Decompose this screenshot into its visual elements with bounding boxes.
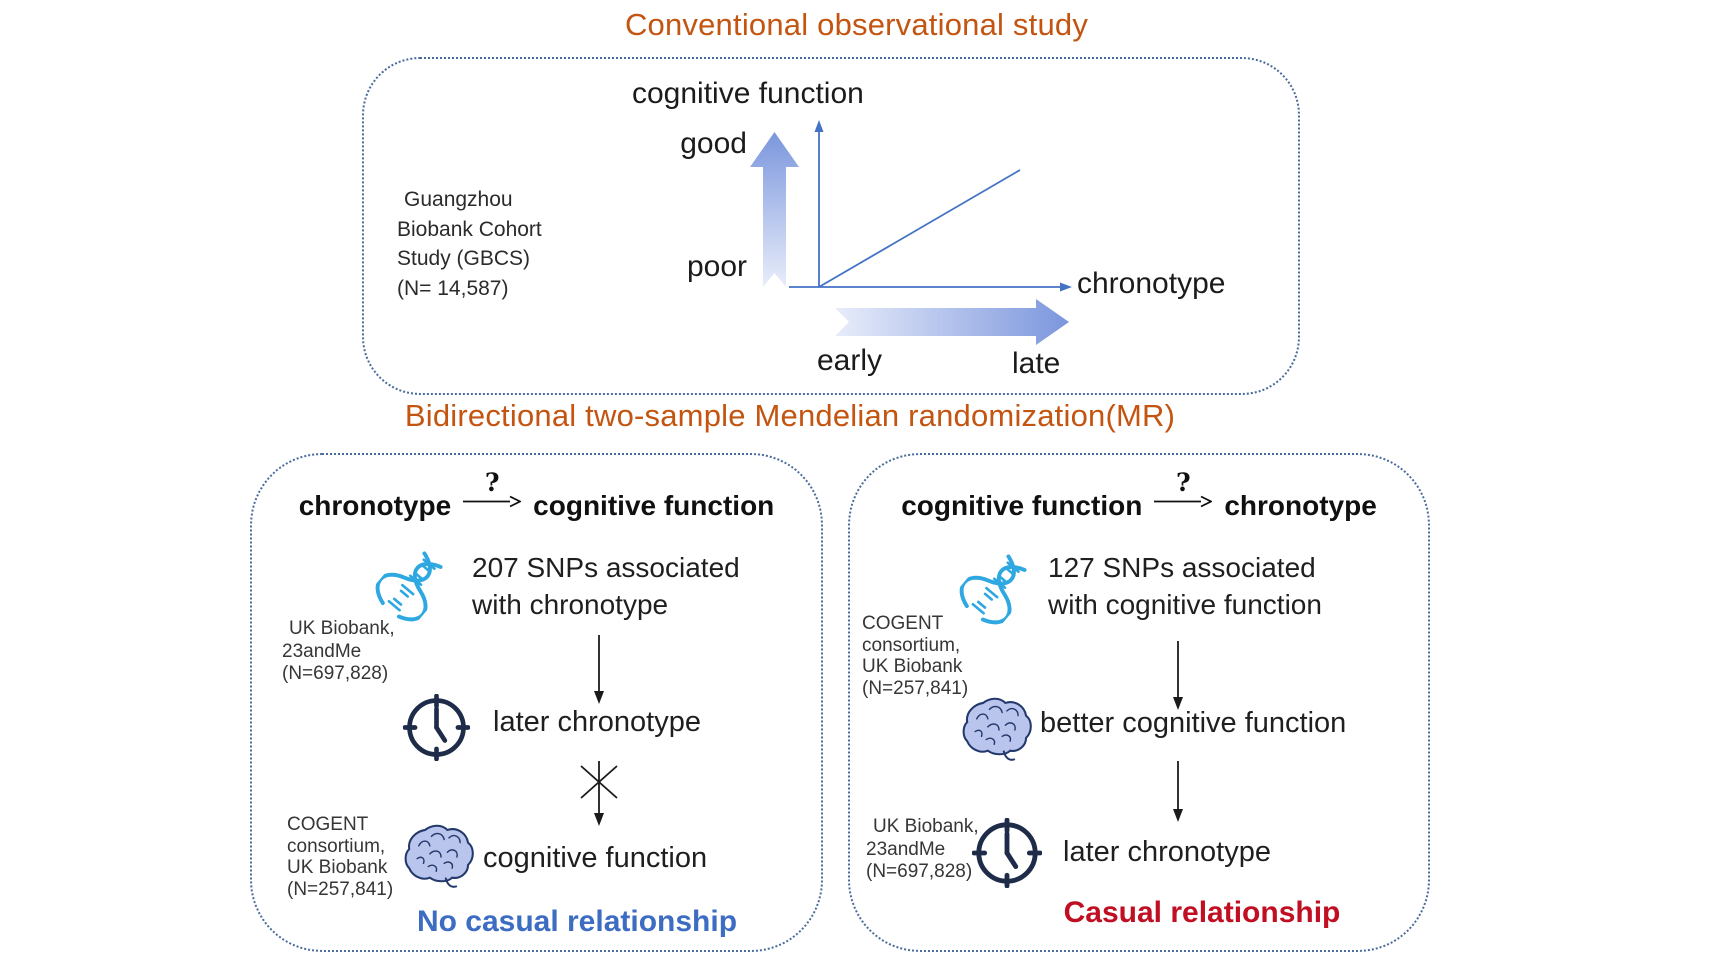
instrument-line2: with cognitive function bbox=[1048, 589, 1322, 620]
source-line: COGENT bbox=[287, 814, 369, 835]
mediator-label: better cognitive function bbox=[1040, 707, 1347, 739]
source-line: UK Biobank bbox=[862, 656, 963, 677]
mediator-label: later chronotype bbox=[493, 706, 701, 738]
outcome-label: cognitive function bbox=[533, 489, 775, 521]
cohort-line: Study (GBCS) bbox=[397, 247, 531, 270]
question-arrow-icon: ? bbox=[463, 468, 522, 508]
exposure-label: cognitive function bbox=[901, 489, 1143, 521]
source-line: UK Biobank bbox=[287, 857, 388, 878]
instrument-line1: 207 SNPs associated bbox=[472, 552, 740, 583]
x-axis-title: chronotype bbox=[1077, 267, 1226, 300]
instrument-text: 207 SNPs associated with chronotype bbox=[472, 549, 740, 623]
y-low-label: poor bbox=[686, 250, 747, 283]
brain-icon bbox=[959, 695, 1039, 765]
cohort-description: Guangzhou Biobank Cohort Study (GBCS) (N… bbox=[397, 185, 542, 303]
outcome-source: COGENT consortium, UK Biobank (N=257,841… bbox=[287, 814, 393, 900]
source-line: UK Biobank, bbox=[289, 618, 395, 639]
instrument-text: 127 SNPs associated with cognitive funct… bbox=[1048, 549, 1322, 623]
brain-icon bbox=[401, 822, 481, 892]
source-line: (N=697,828) bbox=[282, 663, 389, 684]
observational-box: cognitive function good poor Guangzhou B… bbox=[362, 57, 1300, 395]
cohort-line: (N= 14,587) bbox=[397, 276, 509, 300]
exposure-source: COGENT consortium, UK Biobank (N=257,841… bbox=[862, 613, 968, 699]
mr-title: Bidirectional two-sample Mendelian rando… bbox=[404, 398, 1176, 433]
mr-right-header: cognitive function ? chronotype bbox=[850, 470, 1428, 524]
question-arrow-icon: ? bbox=[1154, 468, 1213, 508]
dna-icon bbox=[947, 541, 1041, 638]
source-line: (N=257,841) bbox=[287, 878, 394, 900]
source-line: (N=257,841) bbox=[862, 677, 969, 699]
source-line: UK Biobank, bbox=[873, 816, 979, 837]
down-arrow-icon bbox=[1171, 761, 1185, 823]
outcome-source: UK Biobank, 23andMe (N=697,828) bbox=[866, 816, 979, 884]
crossed-arrow-icon bbox=[576, 761, 622, 827]
source-line: COGENT bbox=[862, 613, 944, 634]
exposure-label: chronotype bbox=[298, 489, 452, 521]
exposure-source: UK Biobank, 23andMe (N=697,828) bbox=[282, 618, 395, 686]
x-low-label: early bbox=[817, 344, 883, 377]
mr-right-box: cognitive function ? chronotype bbox=[848, 453, 1430, 952]
source-line: 23andMe bbox=[866, 838, 946, 860]
clock-icon bbox=[403, 694, 470, 761]
gradient-up-arrow-icon bbox=[750, 132, 799, 287]
mr-left-box: chronotype ? cognitive function bbox=[250, 453, 823, 952]
question-mark: ? bbox=[484, 468, 500, 497]
clock-icon bbox=[972, 818, 1042, 888]
source-line: consortium, bbox=[287, 835, 386, 857]
outcome-label: chronotype bbox=[1224, 489, 1377, 521]
source-line: consortium, bbox=[862, 634, 961, 656]
instrument-line2: with chronotype bbox=[472, 589, 669, 620]
instrument-line1: 127 SNPs associated bbox=[1048, 552, 1316, 583]
down-arrow-icon bbox=[1171, 641, 1185, 711]
causal-conclusion: Casual relationship bbox=[1063, 896, 1341, 929]
cohort-line: Guangzhou bbox=[404, 188, 513, 211]
source-line: 23andMe bbox=[282, 640, 362, 662]
y-axis-title: cognitive function bbox=[632, 77, 864, 110]
scatter-axes bbox=[782, 117, 1077, 302]
observational-study-title: Conventional observational study bbox=[624, 7, 1089, 42]
gradient-right-arrow-icon bbox=[835, 299, 1069, 345]
y-high-label: good bbox=[680, 127, 747, 160]
outcome-result-label: later chronotype bbox=[1063, 836, 1271, 868]
x-high-label: late bbox=[1012, 347, 1061, 380]
outcome-result-label: cognitive function bbox=[483, 842, 708, 874]
source-line: (N=697,828) bbox=[866, 861, 973, 882]
question-mark: ? bbox=[1175, 468, 1191, 497]
dna-icon bbox=[363, 538, 457, 635]
down-arrow-icon bbox=[592, 635, 606, 705]
cohort-line: Biobank Cohort bbox=[397, 217, 542, 241]
mr-left-header: chronotype ? cognitive function bbox=[252, 470, 821, 524]
no-causal-conclusion: No casual relationship bbox=[416, 905, 738, 938]
